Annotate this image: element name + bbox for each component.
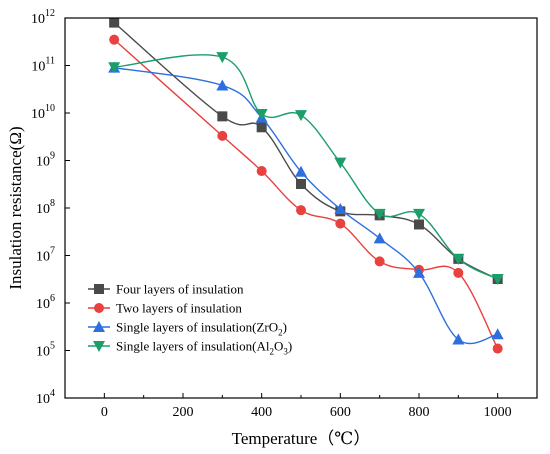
legend-marker bbox=[94, 284, 104, 294]
data-point bbox=[295, 110, 307, 122]
series-line bbox=[114, 54, 498, 280]
plot-area bbox=[108, 17, 504, 354]
data-point bbox=[373, 232, 386, 244]
legend-marker bbox=[94, 303, 104, 313]
legend-label: Four layers of insulation bbox=[116, 282, 244, 297]
axes: 0 200 400 600 800 1000 104 105 106 107 108 109 1010 1… bbox=[31, 8, 538, 420]
data-point bbox=[255, 109, 268, 121]
y-tick-label: 1010 bbox=[31, 103, 55, 122]
y-tick-label: 105 bbox=[36, 341, 55, 360]
data-point bbox=[216, 79, 229, 91]
legend-label: Single layers of insulation(Al2O3) bbox=[116, 339, 292, 357]
legend-item-2: Two layers of insulation bbox=[88, 301, 242, 316]
legend-item-1: Four layers of insulation bbox=[88, 282, 244, 297]
y-tick-label: 106 bbox=[36, 293, 55, 312]
y-tick-label: 1011 bbox=[31, 56, 55, 75]
data-point bbox=[334, 203, 347, 215]
legend-label: Single layers of insulation(ZrO2) bbox=[116, 320, 287, 338]
series-4 bbox=[108, 52, 504, 286]
data-point bbox=[216, 52, 229, 64]
y-tick-label: 104 bbox=[36, 388, 55, 407]
legend-item-4: Single layers of insulation(Al2O3) bbox=[88, 339, 292, 357]
legend-marker bbox=[93, 321, 105, 332]
data-point bbox=[491, 328, 504, 340]
data-point bbox=[335, 218, 346, 229]
data-point bbox=[256, 122, 267, 133]
x-tick-label: 600 bbox=[330, 405, 351, 420]
data-point bbox=[413, 266, 425, 278]
data-point bbox=[217, 130, 228, 141]
y-axis-title: Insulation resistance(Ω) bbox=[6, 126, 25, 289]
data-point bbox=[414, 219, 424, 230]
x-tick-label: 0 bbox=[101, 405, 108, 420]
data-point bbox=[452, 253, 465, 265]
y-tick-label: 108 bbox=[36, 198, 55, 217]
x-tick-label: 200 bbox=[173, 405, 194, 420]
data-point bbox=[295, 165, 307, 177]
data-point bbox=[256, 166, 267, 177]
data-point bbox=[334, 157, 347, 169]
data-point bbox=[453, 267, 464, 278]
data-point bbox=[492, 343, 503, 354]
x-tick-label: 800 bbox=[409, 405, 430, 420]
legend-label: Two layers of insulation bbox=[116, 301, 242, 316]
data-point bbox=[217, 111, 228, 122]
series-line bbox=[113, 22, 498, 280]
data-point bbox=[413, 208, 425, 220]
y-tick-label: 109 bbox=[36, 151, 55, 170]
series-2 bbox=[109, 34, 503, 354]
data-point bbox=[296, 205, 306, 216]
x-tick-label: 400 bbox=[251, 405, 272, 420]
data-point bbox=[108, 62, 121, 74]
data-point bbox=[373, 208, 386, 220]
x-tick-label: 1000 bbox=[484, 405, 512, 420]
data-point bbox=[374, 256, 385, 267]
data-point bbox=[109, 34, 120, 45]
data-point bbox=[452, 333, 465, 345]
legend-item-3: Single layers of insulation(ZrO2) bbox=[88, 320, 287, 338]
y-tick-label: 107 bbox=[36, 246, 55, 265]
legend-marker bbox=[93, 341, 105, 352]
data-point bbox=[109, 17, 120, 28]
legend: Four layers of insulation Two layers of i… bbox=[88, 282, 292, 357]
x-axis-title: Temperature（℃） bbox=[232, 429, 371, 448]
y-tick-label: 1012 bbox=[31, 8, 55, 27]
data-point bbox=[491, 274, 504, 286]
data-point bbox=[296, 179, 306, 190]
